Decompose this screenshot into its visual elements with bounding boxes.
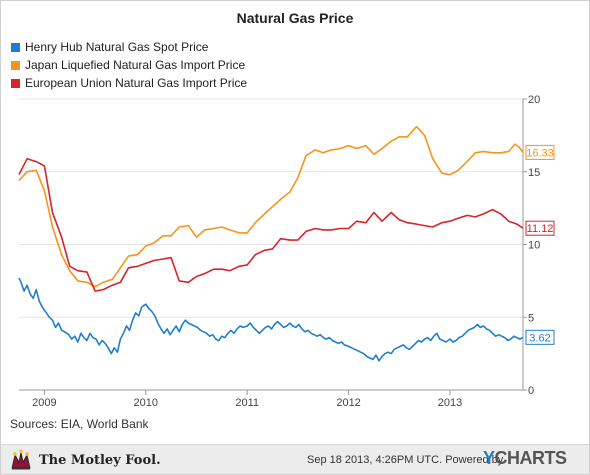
legend: Henry Hub Natural Gas Spot Price Japan L…	[11, 38, 247, 92]
legend-item-henry-hub: Henry Hub Natural Gas Spot Price	[11, 38, 247, 56]
series-line-henry-hub	[18, 277, 524, 362]
legend-item-eu-import: European Union Natural Gas Import Price	[11, 74, 247, 92]
motley-fool-wordmark: The Motley Fool.	[39, 452, 161, 468]
chart-title: Natural Gas Price	[236, 10, 354, 26]
legend-item-japan-lng: Japan Liquefied Natural Gas Import Price	[11, 56, 247, 74]
x-tick-label-2010: 2010	[134, 397, 158, 409]
footer-bar: The Motley Fool. Sep 18 2013, 4:26PM UTC…	[1, 444, 589, 474]
legend-swatch-henry-hub	[11, 42, 20, 52]
sources-note: Sources: EIA, World Bank	[10, 417, 149, 431]
y-tick-label-15: 15	[528, 167, 540, 179]
series-line-japan-lng	[18, 125, 524, 288]
ycharts-logo-y: Y	[483, 448, 495, 468]
y-tick-label-10: 10	[528, 240, 540, 252]
legend-swatch-japan-lng	[11, 60, 20, 70]
last-value-label-japan-lng: 16.33	[526, 147, 554, 159]
legend-swatch-eu-import	[11, 78, 20, 88]
ycharts-logo-rest: CHARTS	[494, 448, 568, 468]
y-tick-label-5: 5	[528, 312, 534, 324]
y-tick-label-0: 0	[528, 385, 534, 397]
last-value-box-eu-import	[525, 220, 555, 236]
last-value-label-eu-import: 11.12	[527, 223, 554, 235]
legend-label-eu-import: European Union Natural Gas Import Price	[25, 76, 248, 90]
last-value-label-henry-hub: 3.62	[529, 332, 550, 344]
motley-fool-logo[interactable]: The Motley Fool.	[9, 448, 161, 472]
legend-label-japan-lng: Japan Liquefied Natural Gas Import Price	[25, 58, 246, 72]
x-tick-label-2012: 2012	[336, 397, 360, 409]
x-tick-label-2013: 2013	[438, 397, 462, 409]
x-tick-label-2011: 2011	[235, 397, 259, 409]
last-value-box-henry-hub	[525, 329, 555, 345]
timestamp: Sep 18 2013, 4:26PM UTC. Powered by	[307, 454, 504, 466]
last-value-box-japan-lng	[525, 144, 555, 160]
jester-hat-icon	[11, 449, 31, 470]
legend-label-henry-hub: Henry Hub Natural Gas Spot Price	[25, 40, 209, 54]
y-tick-label-20: 20	[528, 94, 540, 106]
x-tick-label-2009: 2009	[32, 397, 56, 409]
series-line-eu-import	[18, 157, 524, 292]
ycharts-logo[interactable]: YCHARTS	[483, 448, 567, 469]
